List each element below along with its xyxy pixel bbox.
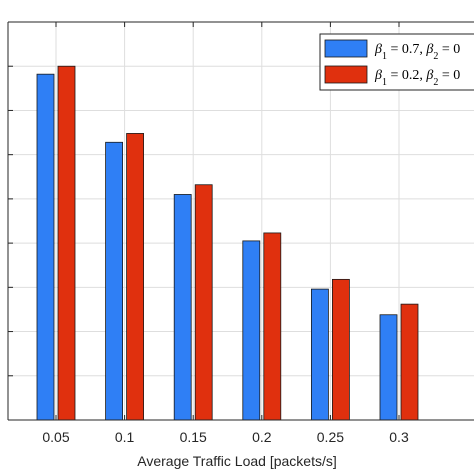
x-tick-label: 0.15 <box>180 429 207 445</box>
legend-label-1: β1 = 0.7, β2 = 0 <box>374 42 460 62</box>
x-axis-label: Average Traffic Load [packets/s] <box>137 453 337 469</box>
bar-series-2-0.2 <box>263 232 282 421</box>
bar-series-2-0.25 <box>331 278 350 421</box>
bar-series-2-0.3 <box>400 303 419 421</box>
bar-series-1-0.15 <box>173 194 192 421</box>
bar-series-1-0.25 <box>310 288 329 421</box>
x-tick-label: 0.3 <box>389 429 409 445</box>
axes <box>7 21 474 421</box>
bar-series-1-0.05 <box>36 73 55 421</box>
bar-series-2-0.1 <box>126 133 144 421</box>
legend-label-2: β1 = 0.2, β2 = 0 <box>374 68 460 88</box>
x-tick-labels: 0.05 0.1 0.15 0.2 0.25 0.3 <box>42 429 409 445</box>
bar-series-2-0.15 <box>194 184 213 421</box>
legend-swatch-2 <box>324 65 368 84</box>
x-tick-label: 0.05 <box>42 429 69 445</box>
x-tick-label: 0.1 <box>115 429 135 445</box>
bar-series-1-0.3 <box>379 314 398 421</box>
x-tick-label: 0.2 <box>252 429 272 445</box>
bar-series-1-0.2 <box>242 240 261 421</box>
bar-series-2-0.05 <box>57 65 76 421</box>
legend-swatch-1 <box>324 39 368 58</box>
legend: β1 = 0.7, β2 = 0 β1 = 0.2, β2 = 0 <box>319 33 474 91</box>
bar-series-1-0.1 <box>105 141 123 421</box>
x-tick-label: 0.25 <box>317 429 344 445</box>
